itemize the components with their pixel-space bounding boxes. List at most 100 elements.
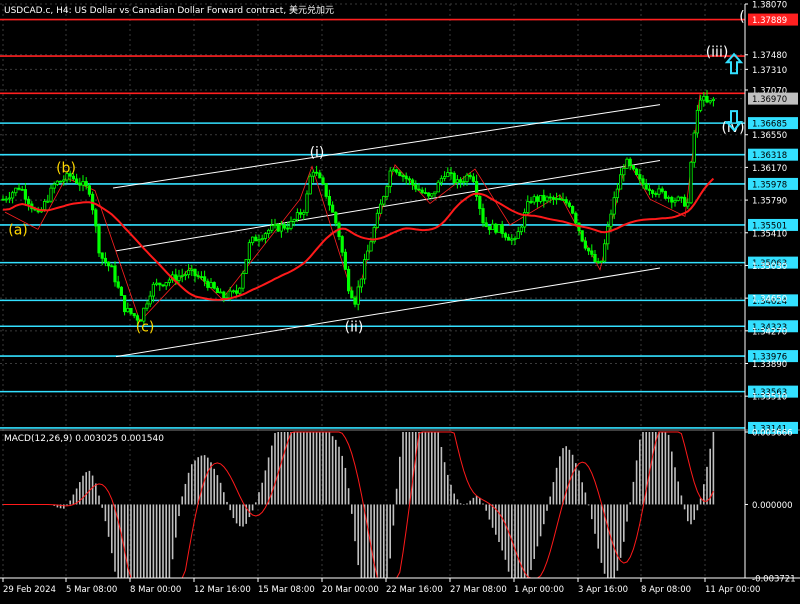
candle-body bbox=[532, 196, 536, 203]
candle-body bbox=[43, 200, 47, 210]
candle-body bbox=[148, 295, 152, 305]
macd-bar bbox=[229, 504, 231, 511]
candle-body bbox=[263, 233, 268, 239]
price-tick-label: 1.35978 bbox=[752, 180, 787, 190]
macd-bar bbox=[360, 504, 363, 578]
macd-bar bbox=[635, 460, 638, 505]
macd-bar bbox=[184, 483, 187, 505]
macd-title: MACD(12,26,9) 0.003025 0.001540 bbox=[4, 434, 164, 444]
macd-bar bbox=[130, 504, 132, 578]
signal-arrows bbox=[724, 52, 744, 132]
macd-bar bbox=[223, 492, 225, 505]
time-tick-label: 29 Feb 2024 bbox=[3, 585, 56, 595]
candle-body bbox=[190, 268, 194, 271]
candle-body bbox=[564, 199, 568, 204]
macd-bar bbox=[181, 496, 183, 505]
macd-bar bbox=[75, 488, 78, 505]
candle-body bbox=[401, 175, 405, 178]
channel-line bbox=[115, 160, 661, 252]
macd-bar bbox=[152, 504, 155, 578]
candle-body bbox=[343, 251, 348, 270]
candle-body bbox=[555, 198, 559, 200]
candle-body bbox=[330, 204, 335, 213]
macd-bar bbox=[482, 503, 484, 505]
macd-bar bbox=[312, 432, 315, 505]
macd-bar bbox=[536, 504, 539, 547]
macd-bar bbox=[242, 504, 244, 527]
price-label-box bbox=[748, 421, 798, 434]
macd-bar bbox=[472, 497, 475, 505]
macd-bar bbox=[245, 504, 247, 524]
candle-body bbox=[135, 315, 139, 321]
price-label-box bbox=[748, 177, 798, 190]
price-tick-label: 1.33890 bbox=[752, 360, 787, 370]
candle-body bbox=[298, 212, 303, 215]
candle-body bbox=[286, 227, 290, 230]
macd-bar bbox=[514, 504, 516, 578]
candle-body bbox=[289, 220, 293, 229]
candle-body bbox=[452, 172, 456, 183]
candle-body bbox=[241, 273, 245, 289]
macd-bar bbox=[146, 504, 148, 578]
candle-body bbox=[679, 196, 684, 199]
macd-bar bbox=[677, 481, 679, 505]
candle-body bbox=[619, 174, 623, 190]
macd-bar bbox=[699, 498, 702, 505]
candle-body bbox=[551, 197, 556, 200]
candle-body bbox=[276, 224, 280, 232]
time-tick-label: 15 Mar 08:00 bbox=[258, 585, 315, 595]
candle-body bbox=[161, 284, 165, 287]
macd-bar bbox=[376, 504, 379, 578]
macd-bar bbox=[123, 504, 126, 578]
price-tick-label: 1.37070 bbox=[752, 87, 787, 97]
price-tick-label: 1.36970 bbox=[752, 95, 787, 105]
candle-body bbox=[270, 225, 274, 231]
candle-body bbox=[183, 274, 187, 277]
candle-body bbox=[116, 281, 120, 288]
candle-body bbox=[350, 290, 354, 299]
candle-body bbox=[590, 250, 594, 255]
macd-bar bbox=[136, 504, 139, 578]
candle-body bbox=[356, 286, 360, 305]
channel-lines bbox=[112, 104, 661, 358]
candle-body bbox=[641, 178, 645, 185]
macd-bar bbox=[555, 467, 558, 505]
candle-body bbox=[654, 193, 658, 195]
macd-bar bbox=[559, 456, 561, 505]
macd-indicator-name: MACD(12,26,9) bbox=[4, 434, 72, 444]
candle-body bbox=[20, 188, 24, 191]
macd-bar bbox=[527, 504, 529, 578]
candle-body bbox=[481, 208, 485, 224]
macd-signal-line bbox=[3, 431, 714, 579]
macd-bar bbox=[168, 504, 171, 578]
macd-bar bbox=[594, 504, 596, 534]
price-tick-label: 1.34624 bbox=[752, 297, 787, 307]
macd-bar bbox=[69, 500, 71, 505]
candle-body bbox=[26, 198, 31, 205]
wave-label: (a) bbox=[8, 222, 28, 238]
candle-body bbox=[129, 307, 133, 314]
candle-body bbox=[81, 181, 85, 186]
macd-bar bbox=[85, 472, 87, 505]
candle-body bbox=[398, 171, 402, 177]
macd-bar bbox=[549, 496, 551, 505]
candle-body bbox=[62, 179, 66, 182]
candle-body bbox=[222, 291, 226, 299]
candle-body bbox=[686, 202, 690, 207]
candle-body bbox=[635, 168, 639, 175]
macd-bar bbox=[264, 470, 267, 505]
macd-bar bbox=[626, 504, 628, 522]
candle-body bbox=[638, 174, 642, 180]
price-tick-label: 1.34270 bbox=[752, 327, 787, 337]
candle-body bbox=[407, 178, 412, 181]
macd-bar bbox=[133, 504, 135, 578]
macd-bar bbox=[607, 504, 609, 578]
macd-bar bbox=[687, 504, 689, 522]
candle-body bbox=[193, 268, 197, 277]
macd-bar bbox=[587, 504, 590, 506]
moving-average-line bbox=[2, 177, 715, 301]
candle-body bbox=[71, 175, 75, 180]
macd-bar bbox=[706, 466, 708, 505]
macd-bar bbox=[543, 504, 545, 525]
